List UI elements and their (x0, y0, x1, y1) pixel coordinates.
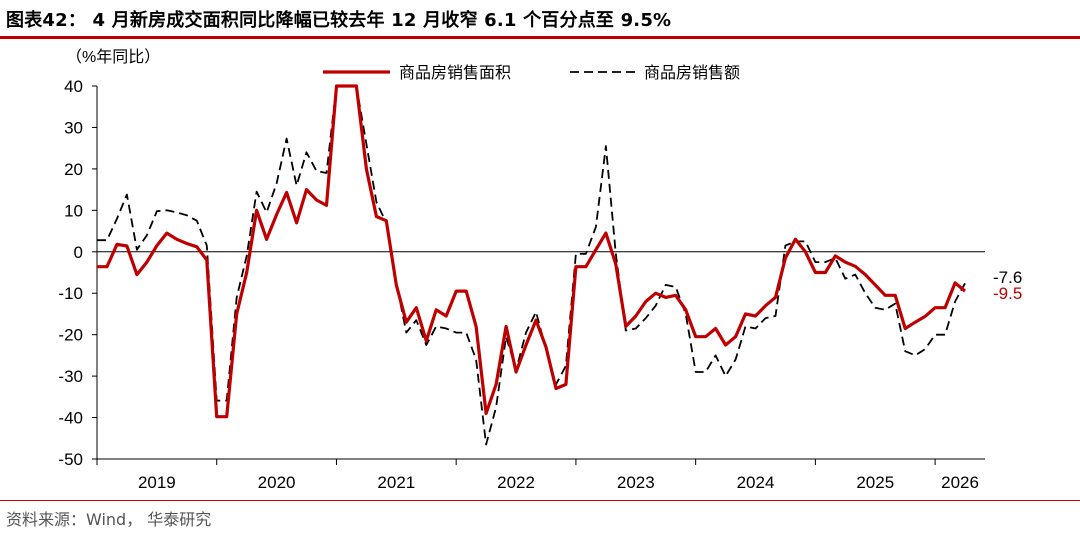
x-tick-label: 2019 (138, 473, 176, 492)
series-line-sales-area (97, 84, 967, 419)
title-rule (0, 36, 1080, 39)
x-tick-label: 2022 (497, 473, 535, 492)
y-axis-label: （%年同比） (66, 48, 160, 66)
end-label-sales-amount: -7.6 (993, 268, 1022, 287)
source-rule (0, 500, 1080, 501)
y-tick-label: -20 (58, 326, 83, 345)
x-tick-label: 2023 (617, 473, 655, 492)
y-tick-label: -30 (58, 367, 83, 386)
y-tick-label: 20 (64, 160, 83, 179)
x-tick-label: 2025 (856, 473, 894, 492)
end-label-sales-area: -9.5 (993, 284, 1022, 303)
x-tick-label: 2026 (941, 473, 979, 492)
y-tick-label: 10 (64, 201, 83, 220)
x-tick-label: 2024 (737, 473, 775, 492)
axes: 40 30 20 10 0 -10 -20 -30 -40 -50 （%年同比） 2019 2020 20… (58, 48, 985, 492)
labels-layer: -7.6-9.5 (993, 268, 1022, 303)
legend: 商品房销售面积 商品房销售额 (323, 64, 740, 82)
y-tick-label: -40 (58, 409, 83, 428)
legend-label-sales-area: 商品房销售面积 (399, 64, 511, 82)
y-tick-label: 0 (74, 243, 83, 262)
source-note: 资料来源：Wind， 华泰研究 (6, 510, 212, 529)
y-tick-label: -10 (58, 284, 83, 303)
y-tick-label: 40 (64, 77, 83, 96)
chart-title: 图表42： 4 月新房成交面积同比降幅已较去年 12 月收窄 6.1 个百分点至… (6, 10, 672, 31)
y-tick-label: -50 (58, 450, 83, 469)
series-line-sales-amount (97, 85, 966, 446)
x-tick-label: 2020 (258, 473, 296, 492)
y-tick-label: 30 (64, 118, 83, 137)
line-chart: 40 30 20 10 0 -10 -20 -30 -40 -50 （%年同比） 2019 2020 20… (58, 48, 1022, 492)
legend-label-sales-amount: 商品房销售额 (644, 64, 740, 82)
series-layer (97, 84, 967, 446)
x-tick-label: 2021 (377, 473, 415, 492)
